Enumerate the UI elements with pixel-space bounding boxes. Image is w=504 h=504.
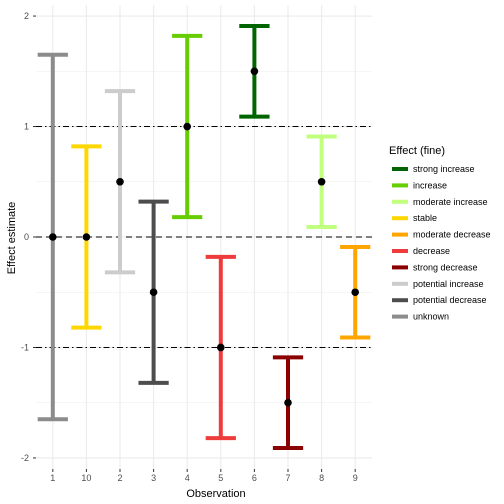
error-bar-obs-10 bbox=[71, 144, 102, 330]
reference-lines bbox=[36, 126, 372, 348]
y-tick-label: 2 bbox=[24, 11, 29, 21]
error-bar-obs-7 bbox=[272, 355, 304, 451]
legend-label: stable bbox=[413, 213, 437, 223]
estimate-point bbox=[250, 67, 259, 76]
estimate-point bbox=[217, 343, 225, 352]
legend-label: strong increase bbox=[413, 164, 475, 174]
x-tick-label: 2 bbox=[117, 473, 122, 483]
x-tick-label: 8 bbox=[319, 473, 324, 483]
legend-item-increase: increase bbox=[392, 180, 447, 190]
legend-label: moderate increase bbox=[413, 197, 488, 207]
estimate-point bbox=[351, 288, 360, 297]
y-axis-ticks: -2 -1 0 1 2 bbox=[21, 11, 36, 463]
x-tick-label: 1 bbox=[50, 473, 55, 483]
x-tick-label: 5 bbox=[218, 473, 223, 483]
legend-item-potential-increase: potential increase bbox=[392, 279, 484, 289]
legend-items: strong increase increase moderate increase… bbox=[392, 164, 491, 322]
error-bar-obs-2 bbox=[104, 89, 136, 275]
legend-item-moderate-decrease: moderate decrease bbox=[392, 230, 491, 240]
x-axis-title: Observation bbox=[186, 488, 245, 500]
legend-item-strong-increase: strong increase bbox=[392, 164, 475, 174]
legend: Effect (fine) strong increase increase mod… bbox=[389, 145, 491, 322]
x-tick-label: 3 bbox=[151, 473, 156, 483]
error-bar-obs-8 bbox=[306, 134, 337, 230]
legend-label: potential decrease bbox=[413, 295, 487, 305]
legend-label: decrease bbox=[413, 246, 450, 256]
legend-label: increase bbox=[413, 180, 447, 190]
error-bars bbox=[37, 23, 371, 451]
y-tick-label: -2 bbox=[21, 453, 29, 463]
estimate-point bbox=[183, 122, 191, 131]
legend-label: unknown bbox=[413, 312, 449, 322]
legend-item-decrease: decrease bbox=[392, 246, 450, 256]
y-tick-label: -1 bbox=[21, 342, 29, 352]
y-axis-title: Effect estimate bbox=[6, 202, 18, 275]
legend-item-unknown: unknown bbox=[392, 312, 449, 322]
legend-item-potential-decrease: potential decrease bbox=[392, 295, 487, 305]
estimate-point bbox=[82, 233, 91, 241]
legend-title: Effect (fine) bbox=[389, 145, 445, 157]
x-tick-label: 9 bbox=[353, 473, 358, 483]
x-tick-label: 4 bbox=[185, 473, 190, 483]
y-tick-label: 1 bbox=[24, 122, 29, 132]
x-axis-ticks: 1 10 2 3 4 5 6 7 8 9 bbox=[50, 469, 358, 483]
estimate-point bbox=[317, 177, 326, 186]
legend-item-stable: stable bbox=[392, 213, 437, 223]
estimate-point bbox=[116, 177, 124, 186]
estimate-point bbox=[284, 398, 292, 407]
x-tick-label: 7 bbox=[285, 473, 290, 483]
error-bar-obs-3 bbox=[138, 199, 169, 385]
x-tick-label: 10 bbox=[81, 473, 91, 483]
estimate-point bbox=[49, 233, 57, 241]
y-tick-label: 0 bbox=[24, 232, 29, 242]
legend-label: moderate decrease bbox=[413, 230, 491, 240]
error-bar-obs-6 bbox=[239, 23, 270, 119]
legend-label: strong decrease bbox=[413, 262, 478, 272]
estimate-point bbox=[149, 288, 158, 297]
error-bar-obs-5 bbox=[205, 254, 236, 441]
error-bar-obs-9 bbox=[340, 244, 371, 340]
legend-item-moderate-increase: moderate increase bbox=[392, 197, 488, 207]
error-bar-obs-4 bbox=[172, 33, 203, 220]
x-tick-label: 6 bbox=[252, 473, 257, 483]
error-bar-obs-1 bbox=[37, 52, 68, 422]
legend-item-strong-decrease: strong decrease bbox=[392, 262, 478, 272]
legend-label: potential increase bbox=[413, 279, 484, 289]
